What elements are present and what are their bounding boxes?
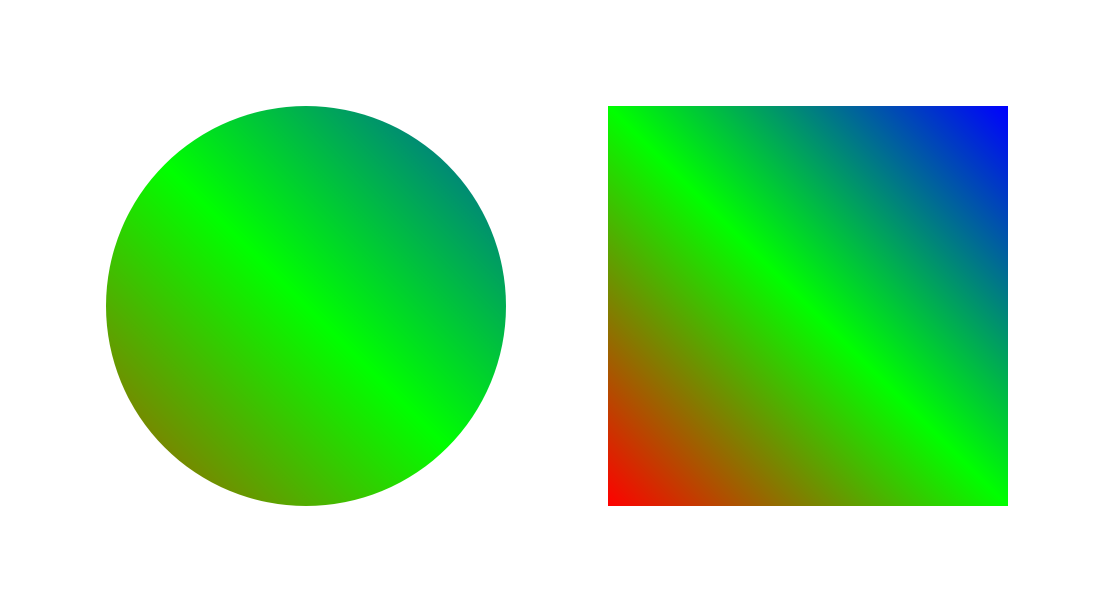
gradient-circle — [106, 106, 506, 506]
gradient-square — [608, 106, 1008, 506]
